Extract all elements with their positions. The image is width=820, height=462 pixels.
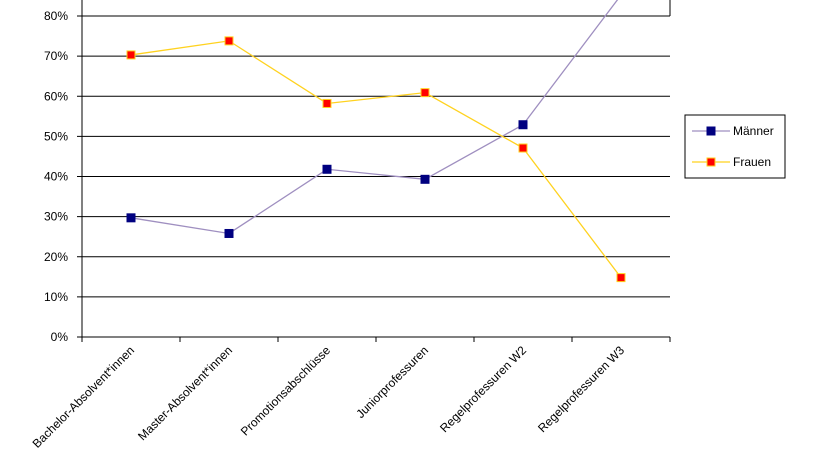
x-tick-labels: Bachelor-Absolvent*innenMaster-Absolvent… (30, 343, 628, 451)
data-point (322, 164, 332, 174)
data-point (420, 88, 430, 98)
data-point (126, 213, 136, 223)
y-tick-label: 40% (44, 170, 68, 184)
y-tick-labels: 0% 10% 20% 30% 40% 50% 60% 70% 80% (44, 9, 68, 344)
x-tick-label: Master-Absolvent*innen (135, 343, 235, 443)
series-line-1 (130, 40, 622, 279)
series-group (126, 0, 626, 283)
series-0 (126, 0, 619, 238)
y-tick-label: 70% (44, 49, 68, 63)
data-point (126, 50, 136, 60)
data-point (518, 143, 528, 153)
axes (77, 0, 671, 342)
data-point (322, 98, 332, 108)
data-point (616, 273, 626, 283)
series-1 (126, 36, 626, 283)
x-tick-label: Regelprofessuren W2 (437, 343, 529, 435)
data-point (420, 174, 430, 184)
data-point (518, 120, 528, 130)
x-tick-label: Juniorprofessuren (353, 343, 431, 421)
legend: Männer Frauen (684, 114, 786, 179)
y-tick-label: 50% (44, 129, 68, 143)
x-tick-label: Promotionsabschlüsse (238, 343, 333, 438)
x-tick-label: Regelprofessuren W3 (535, 343, 627, 435)
series-line-0 (130, 0, 619, 235)
gridlines (82, 15, 670, 298)
y-tick-label: 60% (44, 89, 68, 103)
data-point (224, 36, 234, 46)
x-tick-label: Bachelor-Absolvent*innen (30, 343, 138, 451)
legend-box (684, 114, 786, 179)
legend-marker-maenner (706, 126, 716, 136)
y-tick-label: 20% (44, 250, 68, 264)
legend-marker-frauen (706, 157, 716, 167)
y-tick-label: 10% (44, 290, 68, 304)
y-tick-label: 80% (44, 9, 68, 23)
legend-label-maenner: Männer (733, 124, 774, 138)
y-tick-label: 0% (51, 330, 69, 344)
legend-label-frauen: Frauen (733, 155, 771, 169)
y-tick-label: 30% (44, 210, 68, 224)
data-point (224, 228, 234, 238)
